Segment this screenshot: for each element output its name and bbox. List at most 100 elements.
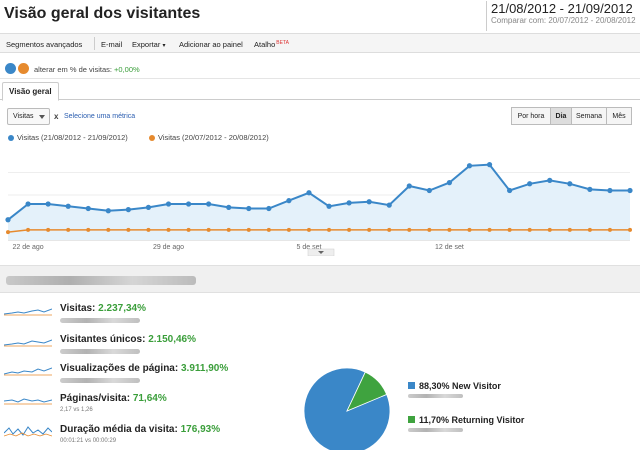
previous-series-point[interactable] <box>427 227 432 232</box>
previous-series-point[interactable] <box>106 227 111 232</box>
x-tick-label: 5 de set <box>297 244 322 251</box>
previous-series-point[interactable] <box>447 227 452 232</box>
current-series-point[interactable] <box>366 199 372 205</box>
current-series-point[interactable] <box>105 208 111 214</box>
previous-series-point[interactable] <box>226 227 231 232</box>
metric-select[interactable]: Visitas <box>7 108 50 125</box>
previous-series-point[interactable] <box>206 227 211 232</box>
date-range-picker[interactable]: 21/08/2012 - 21/09/2012 Comparar com: 20… <box>486 1 636 31</box>
current-series-point[interactable] <box>65 203 71 209</box>
select-metric-link[interactable]: Selecione uma métrica <box>64 113 136 120</box>
metric-avg-visit-duration[interactable]: Duração média da visita: 176,93% 00:01:2… <box>0 424 300 450</box>
previous-series-point[interactable] <box>407 227 412 232</box>
previous-series-point[interactable] <box>26 227 31 232</box>
previous-series-point[interactable] <box>266 227 271 232</box>
previous-series-point[interactable] <box>507 227 512 232</box>
chevron-down-icon: ▾ <box>162 43 166 49</box>
redacted-text <box>60 378 140 383</box>
previous-series-point[interactable] <box>567 227 572 232</box>
previous-series-point[interactable] <box>387 227 392 232</box>
previous-series-point[interactable] <box>66 227 71 232</box>
metric-pages-per-visit[interactable]: Páginas/visita: 71,64% 2,17 vs 1,26 <box>0 393 300 419</box>
shortcut-button[interactable]: AtalhoBETA <box>254 40 289 49</box>
tab-overview[interactable]: Visão geral <box>2 82 59 101</box>
current-series-point[interactable] <box>346 200 352 206</box>
current-series-point[interactable] <box>507 187 513 194</box>
current-series-point[interactable] <box>185 201 192 207</box>
previous-series-point[interactable] <box>628 227 632 232</box>
metric-value: 71,64% <box>132 393 167 404</box>
current-series-point[interactable] <box>25 201 31 207</box>
current-series-point[interactable] <box>286 198 292 204</box>
previous-series-point[interactable] <box>126 227 131 232</box>
previous-series-point[interactable] <box>467 227 472 232</box>
current-series-point[interactable] <box>607 187 613 194</box>
previous-series-point[interactable] <box>306 227 311 232</box>
current-series-point[interactable] <box>165 201 172 207</box>
previous-series-point[interactable] <box>6 230 10 235</box>
previous-series-point[interactable] <box>46 227 51 232</box>
current-period-dot-icon <box>5 63 16 74</box>
granularity-month-button[interactable]: Mês <box>606 107 632 125</box>
metric-visits[interactable]: Visitas: 2.237,34% <box>0 303 300 329</box>
previous-series-point[interactable] <box>367 227 372 232</box>
current-series-point[interactable] <box>5 217 11 223</box>
export-button[interactable]: Exportar ▾ <box>132 40 165 49</box>
previous-series-point[interactable] <box>327 227 332 232</box>
previous-series-point[interactable] <box>587 227 592 232</box>
visitor-type-pie-chart[interactable] <box>303 367 391 450</box>
previous-series-point[interactable] <box>186 227 191 232</box>
current-series-point[interactable] <box>426 187 432 194</box>
metric-label: Páginas/visita: 71,64% <box>60 393 167 404</box>
previous-series-point[interactable] <box>487 227 492 232</box>
email-button[interactable]: E-mail <box>101 40 123 49</box>
metric-pageviews[interactable]: Visualizações de página: 3.911,90% <box>0 363 300 389</box>
previous-series-point[interactable] <box>527 227 532 232</box>
remove-metric-icon[interactable]: x <box>54 112 59 121</box>
granularity-day-button[interactable]: Dia <box>550 107 572 125</box>
current-series-point[interactable] <box>587 186 593 192</box>
advanced-segments-button[interactable]: Segmentos avançados <box>6 40 83 49</box>
granularity-week-button[interactable]: Semana <box>571 107 607 125</box>
previous-series-point[interactable] <box>146 227 151 232</box>
new-visitor-label: New Visitor <box>452 381 501 391</box>
metric-name: Páginas/visita: <box>60 393 131 404</box>
visits-line-chart[interactable]: 22 de ago 29 de ago 5 de set 12 de set <box>0 146 640 256</box>
previous-series-point[interactable] <box>166 227 171 232</box>
current-series-point[interactable] <box>306 190 312 196</box>
current-series-point[interactable] <box>567 181 573 187</box>
previous-series-point[interactable] <box>286 227 291 232</box>
previous-series-point[interactable] <box>607 227 612 232</box>
pie-slice-returning-visitor[interactable] <box>346 371 388 412</box>
metric-name: Duração média da visita: <box>60 424 178 435</box>
previous-series-point[interactable] <box>86 227 91 232</box>
metric-comparison: 00:01:21 vs 00:00:29 <box>60 438 117 444</box>
current-series-point[interactable] <box>547 177 553 183</box>
collapse-handle[interactable] <box>307 248 335 256</box>
current-series-point[interactable] <box>206 201 212 207</box>
current-series-point[interactable] <box>527 181 533 187</box>
pie-slice-new-visitor[interactable] <box>303 367 391 450</box>
current-series-point[interactable] <box>226 204 232 210</box>
current-series-point[interactable] <box>446 180 453 186</box>
current-series-point[interactable] <box>266 205 272 212</box>
current-series-point[interactable] <box>466 163 473 169</box>
previous-series-point[interactable] <box>347 227 352 232</box>
current-series-point[interactable] <box>386 202 392 208</box>
current-series-point[interactable] <box>627 187 633 194</box>
previous-series-point[interactable] <box>246 227 251 232</box>
current-series-point[interactable] <box>125 207 131 213</box>
current-series-point[interactable] <box>45 201 51 207</box>
current-series-point[interactable] <box>246 205 252 212</box>
current-series-point[interactable] <box>85 205 91 212</box>
current-series-point[interactable] <box>145 204 152 210</box>
add-to-dashboard-button[interactable]: Adicionar ao painel <box>179 40 243 49</box>
metric-unique-visitors[interactable]: Visitantes únicos: 2.150,46% <box>0 334 300 360</box>
current-series-point[interactable] <box>326 203 332 209</box>
new-visitor-swatch <box>408 382 415 389</box>
metric-value: 2.150,46% <box>148 334 197 345</box>
current-series-point[interactable] <box>406 183 412 189</box>
current-series-point[interactable] <box>486 162 493 168</box>
granularity-hourly-button[interactable]: Por hora <box>511 107 551 125</box>
previous-series-point[interactable] <box>547 227 552 232</box>
